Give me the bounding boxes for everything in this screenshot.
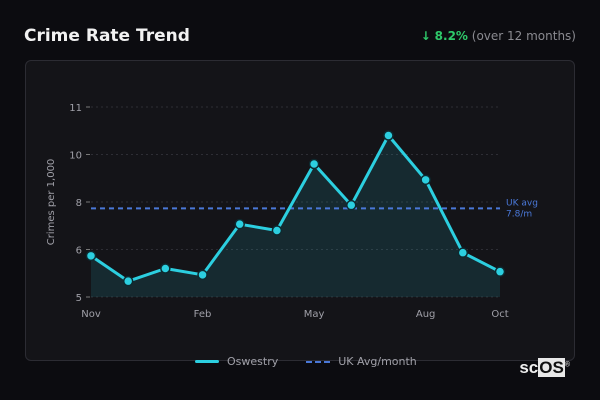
- data-point: [85, 250, 97, 262]
- data-point: [271, 225, 283, 236]
- scos-logo: scOS®: [519, 358, 570, 377]
- x-tick-label: Oct: [491, 309, 508, 320]
- data-point: [308, 158, 320, 170]
- series-line: [90, 134, 501, 283]
- legend-item-uk-avg[interactable]: UK Avg/month: [306, 355, 417, 368]
- legend-label: UK Avg/month: [338, 355, 417, 368]
- y-tick-label: 10: [69, 151, 82, 162]
- change-value: 8.2%: [434, 29, 468, 43]
- y-tick-label: 8: [76, 198, 82, 209]
- chart-title: Crime Rate Trend: [24, 26, 190, 46]
- uk-avg-value: 7.8/m: [506, 209, 532, 219]
- chart-card: [25, 60, 575, 361]
- legend-label: Oswestry: [227, 355, 279, 368]
- x-tick-label: Aug: [416, 309, 436, 320]
- legend-swatch-dashed: [306, 360, 331, 363]
- data-point: [346, 199, 357, 211]
- data-point: [160, 263, 171, 274]
- legend-swatch-solid: [195, 360, 219, 363]
- change-note: (over 12 months): [471, 29, 576, 43]
- uk-avg-label: UK avg: [506, 198, 538, 208]
- down-arrow-icon: ↓: [420, 29, 431, 43]
- legend: Oswestry UK Avg/month: [195, 355, 417, 368]
- data-point: [122, 275, 134, 287]
- x-tick-label: May: [304, 309, 325, 320]
- x-tick-label: Feb: [194, 309, 212, 320]
- data-point: [457, 247, 469, 258]
- legend-item-oswestry[interactable]: Oswestry: [195, 355, 278, 368]
- x-tick-label: Nov: [81, 309, 101, 320]
- data-point: [494, 266, 506, 277]
- data-point: [383, 130, 394, 141]
- y-axis-label: Crimes per 1,000: [46, 159, 57, 246]
- y-tick-label: 11: [69, 103, 82, 114]
- y-tick-label: 5: [76, 293, 82, 304]
- data-point: [420, 174, 431, 186]
- data-point: [234, 218, 245, 230]
- change-indicator: ↓ 8.2% (over 12 months): [421, 29, 576, 43]
- data-point: [197, 269, 208, 281]
- series-area: [91, 135, 500, 297]
- y-tick-label: 6: [76, 246, 82, 257]
